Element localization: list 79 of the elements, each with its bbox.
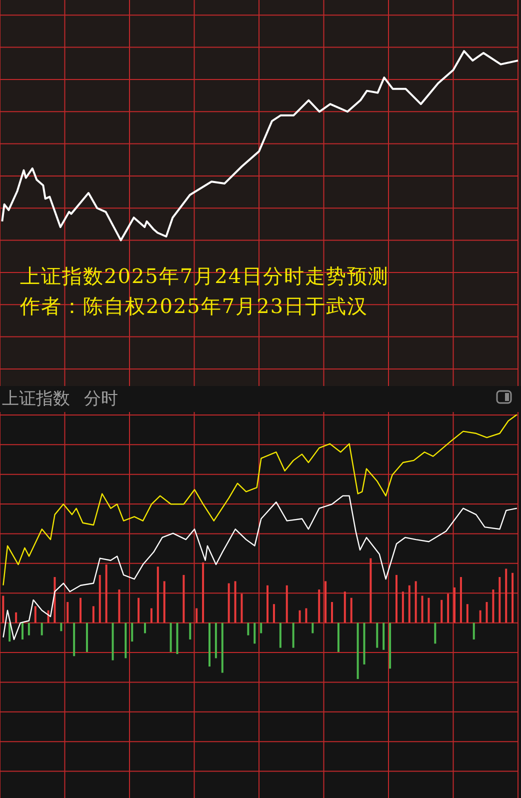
bar <box>402 592 404 623</box>
bar <box>331 602 334 623</box>
bar <box>414 581 417 623</box>
bar <box>363 622 366 664</box>
bar <box>138 598 140 623</box>
bar <box>15 612 18 623</box>
bar <box>98 574 101 623</box>
bar <box>240 594 243 623</box>
bar <box>182 574 185 623</box>
bar <box>150 608 152 623</box>
bar <box>266 585 269 623</box>
bar <box>247 622 250 636</box>
bar <box>382 622 385 650</box>
bar <box>440 600 443 623</box>
bar <box>176 622 178 654</box>
bar <box>170 622 172 652</box>
bar <box>344 592 346 623</box>
bar <box>34 606 36 623</box>
bar <box>208 622 210 667</box>
bar <box>228 583 230 623</box>
bar <box>492 590 494 623</box>
bar <box>460 577 462 623</box>
bar <box>466 604 468 623</box>
bar <box>112 622 114 660</box>
bar <box>356 622 359 680</box>
bar <box>324 581 327 623</box>
bar <box>196 608 198 623</box>
bar <box>318 590 320 623</box>
bar <box>118 590 120 623</box>
bar <box>505 568 508 623</box>
bar <box>350 598 352 623</box>
bar <box>389 622 392 669</box>
bar <box>92 606 94 623</box>
bar <box>279 622 282 648</box>
bar <box>292 622 294 648</box>
bar <box>86 622 88 652</box>
bar <box>2 596 4 623</box>
bar <box>254 622 256 644</box>
bar <box>80 598 82 623</box>
bar <box>479 610 482 623</box>
bar <box>486 602 488 623</box>
bar <box>408 585 410 623</box>
bar <box>312 622 314 634</box>
bar <box>447 594 450 623</box>
bar <box>305 608 308 623</box>
bar <box>298 610 301 623</box>
chart-subtitle: 分时 <box>84 388 118 411</box>
bar <box>370 558 372 623</box>
bar <box>272 604 275 623</box>
bar <box>21 622 24 640</box>
bar <box>428 598 430 623</box>
bar <box>376 622 378 648</box>
bar <box>202 562 204 623</box>
bar <box>131 622 134 642</box>
bar <box>498 577 501 623</box>
bar <box>28 622 30 636</box>
bar <box>234 581 236 623</box>
bar <box>163 581 166 623</box>
bar <box>395 574 398 623</box>
bar <box>156 566 159 623</box>
bar <box>105 564 108 623</box>
bar <box>337 622 340 652</box>
bar <box>454 587 456 623</box>
bar <box>60 622 62 632</box>
chart-title: 上证指数 <box>2 388 70 411</box>
bar <box>144 622 146 634</box>
bar <box>221 622 224 673</box>
bar <box>189 622 192 640</box>
bar <box>286 585 288 623</box>
bar <box>434 622 436 644</box>
bar <box>40 622 43 636</box>
bar <box>124 622 127 658</box>
bar <box>8 622 11 642</box>
bar <box>472 622 475 640</box>
bar <box>66 602 69 623</box>
bar <box>73 622 76 656</box>
bar <box>421 596 424 623</box>
bar <box>214 622 217 658</box>
bar <box>260 622 262 634</box>
